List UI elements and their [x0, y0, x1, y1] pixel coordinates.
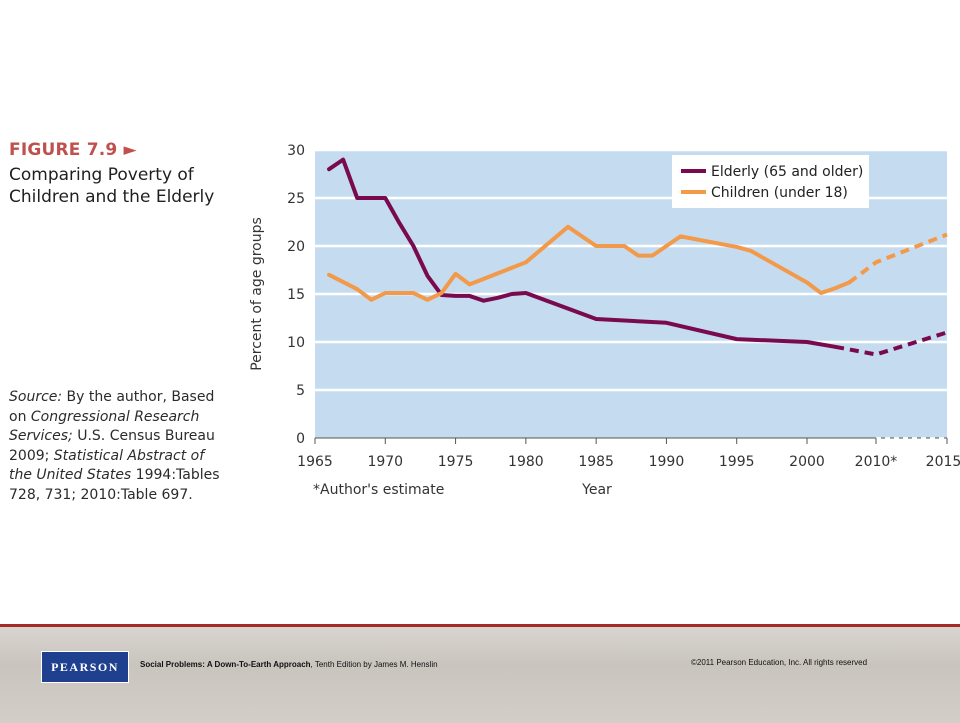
figure-title-line-1: Comparing Poverty of [9, 165, 194, 185]
x-tick-label-2010p: 2010* [855, 454, 898, 470]
series-projection-0 [834, 330, 948, 357]
series-line-1 [327, 224, 852, 302]
y-axis-label: Percent of age groups [249, 217, 265, 371]
footer-bar: PEARSON Social Problems: A Down-To-Earth… [0, 624, 960, 723]
y-tick-label-20: 20 [287, 239, 305, 255]
x-tick-label-1995: 1995 [719, 454, 755, 470]
y-tick-label-15: 15 [287, 287, 305, 303]
y-tick-label-0: 0 [296, 431, 305, 447]
y-tick-label-25: 25 [287, 191, 305, 207]
x-tick-label-1990: 1990 [649, 454, 685, 470]
x-tick-label-2015p: 2015* [926, 454, 960, 470]
y-tick-label-5: 5 [296, 383, 305, 399]
figure-title-line-2: Children and the Elderly [9, 187, 215, 207]
x-tick-label-1965: 1965 [297, 454, 333, 470]
source-line-5: the United States 1994:Tables [9, 467, 220, 483]
series-line-0 [327, 157, 838, 349]
source-line-3: Services; U.S. Census Bureau [9, 428, 215, 444]
x-tick-label-1980: 1980 [508, 454, 544, 470]
pearson-logo: PEARSON [41, 651, 129, 683]
book-credit: Social Problems: A Down-To-Earth Approac… [140, 660, 438, 669]
copyright-notice: ©2011 Pearson Education, Inc. All rights… [691, 658, 868, 667]
y-tick-label-10: 10 [287, 335, 305, 351]
x-axis-footnote: *Author's estimate [313, 482, 444, 498]
source-line-4: 2009; Statistical Abstract of [9, 447, 205, 464]
poverty-line-chart: 0 5 10 15 20 25 30 1965 1970 1975 1980 1985 1990 1995… [249, 143, 960, 498]
legend-box [672, 155, 869, 208]
source-note: Source: By the author, Based on Congress… [9, 388, 244, 505]
x-tick-label-2000: 2000 [789, 454, 825, 470]
figure-label: FIGURE 7.9 ► [9, 140, 137, 160]
series-projection-1 [847, 232, 948, 285]
y-tick-label-30: 30 [287, 143, 305, 159]
x-tick-label-1975: 1975 [438, 454, 474, 470]
source-line-2: on Congressional Research [9, 408, 200, 425]
legend-label-0: Elderly (65 and older) [711, 164, 863, 180]
legend-label-1: Children (under 18) [711, 185, 848, 201]
figure-title: Comparing Poverty of Children and the El… [9, 164, 239, 208]
source-line-6: 728, 731; 2010:Table 697. [9, 486, 193, 503]
x-axis-label: Year [581, 482, 612, 498]
x-tick-label-1985: 1985 [578, 454, 614, 470]
source-line-1: Source: By the author, Based [9, 389, 215, 405]
book-title: Social Problems: A Down-To-Earth Approac… [140, 660, 311, 669]
book-edition: , Tenth Edition by James M. Henslin [310, 660, 438, 669]
x-tick-label-1970: 1970 [367, 454, 403, 470]
